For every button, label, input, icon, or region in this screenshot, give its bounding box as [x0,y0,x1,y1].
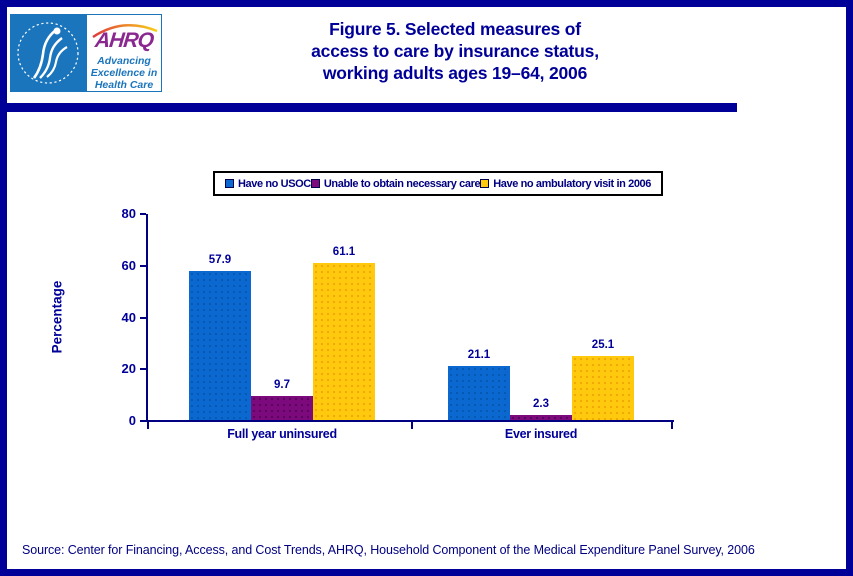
y-tick-80 [140,213,146,215]
bar-ever-insured-have-no-ambulatory-visit-in-2006 [572,356,634,421]
y-tick-0 [140,420,146,422]
header-divider-bar [0,103,737,112]
x-tick-2 [671,421,673,429]
legend-item-unable-to-obtain-care: Unable to obtain necessary care [310,178,481,190]
legend-swatch-blue [225,179,234,188]
category-label-full-year-uninsured: Full year uninsured [227,427,337,441]
legend-swatch-yellow [480,179,490,188]
bar-value-full-year-uninsured-unable-to-obtain-necessary-care: 9.7 [274,379,290,391]
ahrq-tagline: Advancing Excellence in Health Care [90,55,158,91]
bar-value-ever-insured-have-no-usoc: 21.1 [467,349,491,361]
bar-full-year-uninsured-have-no-usoc [189,271,251,421]
y-tick-label-40: 40 [121,309,136,325]
bar-value-ever-insured-unable-to-obtain-necessary-care: 2.3 [533,398,549,410]
y-tick-20 [140,368,146,371]
hhs-logo-panel [10,14,86,92]
y-tick-label-0: 0 [128,413,136,428]
bar-value-full-year-uninsured-have-no-usoc: 57.9 [208,254,232,266]
y-tick-40 [140,316,146,319]
ahrq-arc-icon [92,24,158,38]
y-axis-title: Percentage [49,280,65,354]
bar-full-year-uninsured-have-no-ambulatory-visit-in-2006 [313,263,375,421]
ahrq-wordmark: AHRQ [93,29,155,52]
bar-ever-insured-unable-to-obtain-necessary-care [510,415,572,421]
figure-title: Figure 5. Selected measures of access to… [311,19,599,83]
x-tick-0 [147,421,149,429]
x-axis-line [146,420,674,422]
category-label-ever-insured: Ever insured [504,427,578,441]
y-tick-60 [140,264,146,267]
bar-full-year-uninsured-unable-to-obtain-necessary-care [251,396,313,421]
y-tick-label-20: 20 [121,361,136,377]
hhs-seal-icon [17,22,79,84]
y-tick-label-80: 80 [121,206,136,221]
x-tick-1 [411,421,413,429]
agency-logo: AHRQ Advancing Excellence in Health Care [10,14,162,92]
y-axis-line [146,214,148,422]
chart-legend: Have no USOC Unable to obtain necessary … [213,171,663,196]
legend-item-have-no-usoc: Have no USOC [225,178,311,190]
legend-item-no-ambulatory-visit: Have no ambulatory visit in 2006 [480,178,651,190]
bar-value-full-year-uninsured-have-no-ambulatory-visit-in-2006: 61.1 [332,246,356,258]
source-note: Source: Center for Financing, Access, an… [22,543,755,557]
bar-value-ever-insured-have-no-ambulatory-visit-in-2006: 25.1 [591,339,615,351]
ahrq-logo-panel: AHRQ Advancing Excellence in Health Care [86,14,162,92]
bar-ever-insured-have-no-usoc [448,366,510,421]
legend-swatch-purple [310,179,320,188]
y-tick-label-60: 60 [121,257,136,273]
